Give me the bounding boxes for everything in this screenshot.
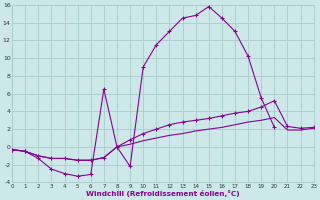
X-axis label: Windchill (Refroidissement éolien,°C): Windchill (Refroidissement éolien,°C) xyxy=(86,190,240,197)
